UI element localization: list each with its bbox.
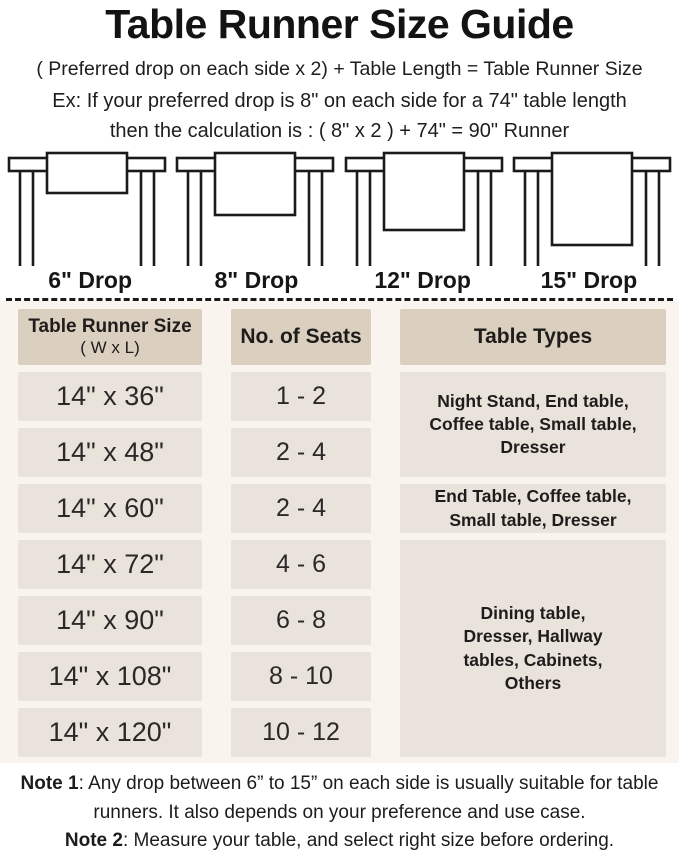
table-illustration-6-drop bbox=[7, 151, 167, 266]
table-types-text-small-tables: Night Stand, End table, Coffee table, Sm… bbox=[429, 390, 637, 458]
drop-label-12: 12" Drop bbox=[374, 267, 471, 293]
page-title: Table Runner Size Guide bbox=[105, 1, 574, 47]
table-illustration-8-drop bbox=[176, 151, 335, 266]
seats-cell-row3: 2 - 4 bbox=[231, 484, 371, 533]
table-illustration-15-drop bbox=[512, 151, 672, 266]
size-table-section: Table Runner Size ( W x L) No. of Seats … bbox=[0, 301, 679, 763]
drop-label-8: 8" Drop bbox=[214, 267, 299, 293]
table-types-text-large-tables: Dining table, Dresser, Hallway tables, C… bbox=[463, 602, 603, 693]
size-cell-14x48: 14" x 48" bbox=[18, 428, 202, 477]
drop-labels-row: 6" Drop 8" Drop 12" Drop 15" Drop bbox=[0, 266, 679, 294]
notes-section: Note 1: Any drop between 6” to 15” on ea… bbox=[8, 770, 672, 856]
size-cell-14x60: 14" x 60" bbox=[18, 484, 202, 533]
table-types-text-medium-tables: End Table, Coffee table, Small table, Dr… bbox=[434, 486, 632, 530]
table-illustrations bbox=[0, 151, 679, 266]
table-illustration-12-drop bbox=[344, 151, 503, 266]
size-table: Table Runner Size ( W x L) No. of Seats … bbox=[18, 309, 666, 757]
table-types-cell-small-tables: Night Stand, End table, Coffee table, Sm… bbox=[400, 372, 666, 477]
size-cell-14x90: 14" x 90" bbox=[18, 596, 202, 645]
size-cell-14x36: 14" x 36" bbox=[18, 372, 202, 421]
seats-cell-row1: 1 - 2 bbox=[231, 372, 371, 421]
seats-cell-row6: 8 - 10 bbox=[231, 652, 371, 701]
seats-cell-row5: 6 - 8 bbox=[231, 596, 371, 645]
column-header-table-types: Table Types bbox=[400, 309, 666, 365]
drop-label-6: 6" Drop bbox=[48, 267, 132, 293]
column-header-runner-size-title: Table Runner Size bbox=[28, 316, 192, 338]
drop-label-15: 15" Drop bbox=[540, 267, 638, 293]
header-section: Table Runner Size Guide ( Preferred drop… bbox=[0, 0, 679, 143]
size-cell-14x72: 14" x 72" bbox=[18, 540, 202, 589]
note1-label: Note 1 bbox=[20, 773, 79, 794]
seats-cell-row2: 2 - 4 bbox=[231, 428, 371, 477]
size-cell-14x120: 14" x 120" bbox=[18, 708, 202, 757]
formula-text: ( Preferred drop on each side x 2) + Tab… bbox=[36, 58, 643, 80]
table-types-cell-large-tables: Dining table, Dresser, Hallway tables, C… bbox=[400, 540, 666, 757]
seats-cell-row4: 4 - 6 bbox=[231, 540, 371, 589]
note1-text: : Any drop between 6” to 15” on each sid… bbox=[78, 773, 659, 823]
column-header-runner-size: Table Runner Size ( W x L) bbox=[18, 309, 202, 365]
size-cell-14x108: 14" x 108" bbox=[18, 652, 202, 701]
dashed-divider bbox=[6, 298, 673, 301]
table-types-cell-medium-tables: End Table, Coffee table, Small table, Dr… bbox=[400, 484, 666, 533]
note2-label: Note 2 bbox=[64, 830, 123, 851]
seats-cell-row7: 10 - 12 bbox=[231, 708, 371, 757]
column-header-runner-size-subtitle: ( W x L) bbox=[80, 337, 140, 357]
example-text-line2: then the calculation is : ( 8" x 2 ) + 7… bbox=[109, 120, 570, 142]
example-text-line1: Ex: If your preferred drop is 8" on each… bbox=[52, 90, 627, 112]
column-header-seats: No. of Seats bbox=[231, 309, 371, 365]
note2-text: : Measure your table, and select right s… bbox=[122, 830, 615, 851]
